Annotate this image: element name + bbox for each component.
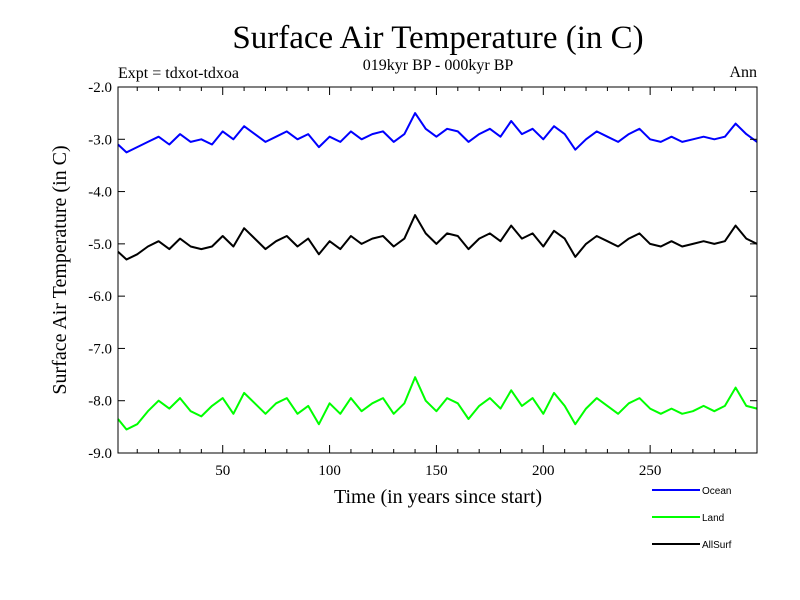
- chart-subtitle: 019kyr BP - 000kyr BP: [363, 57, 514, 74]
- x-tick-label: 100: [318, 463, 341, 479]
- axes-layer: -2.0 -3.0 -4.0 -5.0 -6.0 -7.0 -8.0 -9.0 50 100 150…: [88, 80, 757, 479]
- x-tick-label: 200: [532, 463, 555, 479]
- legend-label-allsurf: AllSurf: [702, 540, 732, 551]
- x-tick-label: 50: [215, 463, 230, 479]
- y-tick-label: -5.0: [88, 237, 112, 253]
- series-layer: [117, 112, 758, 431]
- x-tick-label: 150: [425, 463, 448, 479]
- period-label: Ann: [729, 64, 757, 81]
- y-tick-label: -2.0: [88, 80, 112, 96]
- y-tick-label: -7.0: [88, 341, 112, 357]
- chart-title: Surface Air Temperature (in C): [232, 20, 643, 56]
- x-tick-label: 250: [639, 463, 662, 479]
- experiment-label: Expt = tdxot-tdxoa: [118, 65, 239, 82]
- series-line-ocean: [117, 112, 758, 154]
- series-line-land: [117, 376, 758, 431]
- y-tick-label: -3.0: [88, 132, 112, 148]
- y-tick-label: -4.0: [88, 185, 112, 201]
- plot-frame: [117, 86, 758, 454]
- y-tick-label: -9.0: [88, 446, 112, 462]
- legend-label-land: Land: [702, 513, 724, 524]
- x-axis-label: Time (in years since start): [334, 486, 542, 508]
- y-tick-label: -8.0: [88, 394, 112, 410]
- legend-label-ocean: Ocean: [702, 486, 731, 497]
- y-axis-label: Surface Air Temperature (in C): [49, 145, 71, 394]
- legend: Ocean Land AllSurf: [652, 486, 732, 551]
- series-line-allsurf: [117, 214, 758, 261]
- y-tick-label: -6.0: [88, 289, 112, 305]
